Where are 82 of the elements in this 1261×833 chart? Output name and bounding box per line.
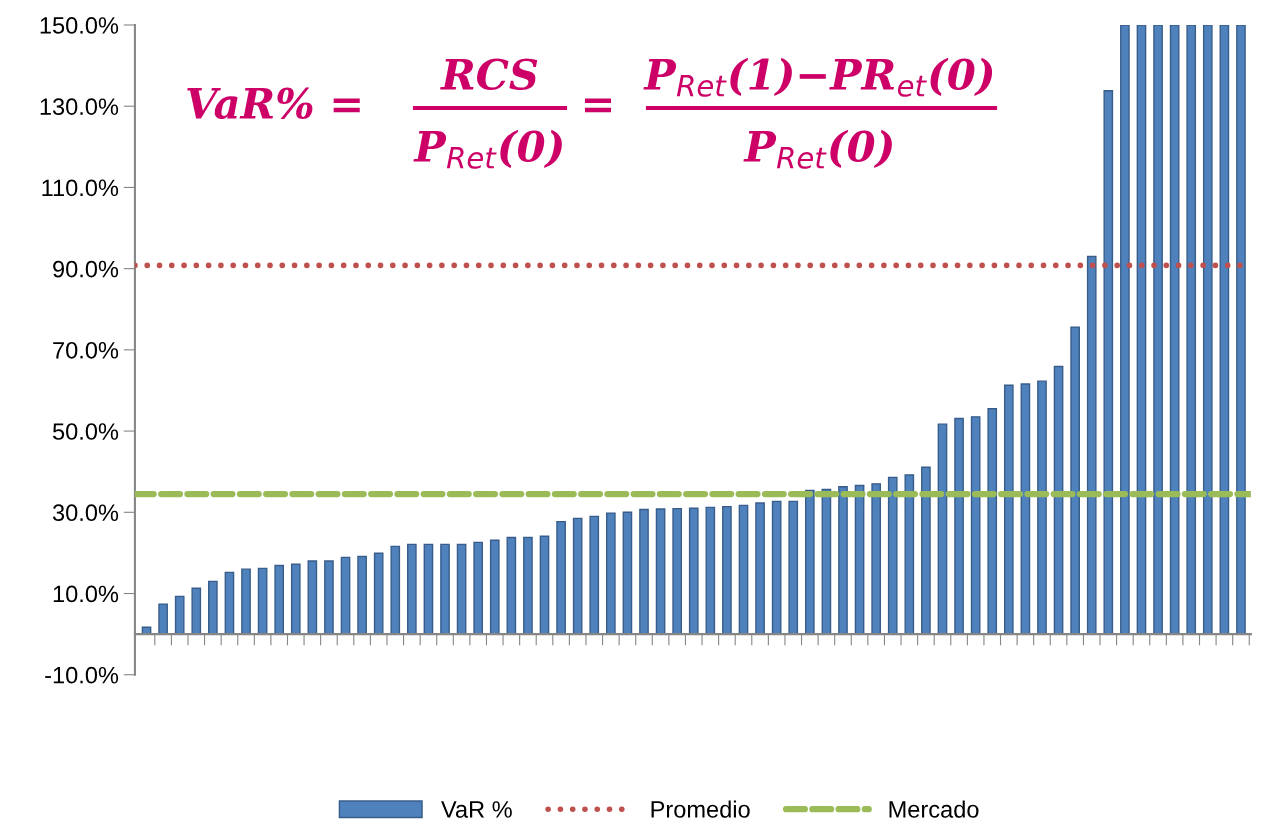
bar <box>1053 365 1064 635</box>
y-tick-label: 130.0% <box>40 98 119 115</box>
bar <box>373 552 384 635</box>
bar <box>489 539 500 635</box>
y-tick-label: 70.0% <box>53 341 119 359</box>
bar <box>257 567 268 635</box>
bar <box>307 560 318 635</box>
bar <box>970 416 981 635</box>
bar <box>523 536 533 635</box>
bar <box>473 541 484 635</box>
y-tick-label: 10.0% <box>53 585 119 603</box>
bar <box>407 543 417 635</box>
bar <box>423 543 434 635</box>
y-tick-label: 90.0% <box>53 260 119 278</box>
y-tick-label: 30.0% <box>52 504 119 522</box>
bar <box>440 543 450 635</box>
bar <box>539 535 550 635</box>
y-tick-label: -10.0% <box>45 666 119 684</box>
bar <box>340 556 351 635</box>
annotation: P$_{Ret}$(1)−PR$_{et}$(0) <box>643 57 993 97</box>
bar <box>1003 384 1014 635</box>
bar <box>1037 380 1047 635</box>
bar <box>771 500 782 635</box>
bar <box>506 536 517 635</box>
bar <box>158 603 168 635</box>
bar <box>605 512 616 635</box>
bar <box>1086 255 1097 635</box>
bar <box>290 563 301 635</box>
bar <box>1219 24 1230 635</box>
bar <box>954 417 964 635</box>
bar <box>1186 24 1197 635</box>
annotation: P$_{Ret}$(0) <box>413 129 562 169</box>
bar <box>1070 326 1080 635</box>
annotation: = <box>584 98 612 113</box>
bar <box>987 408 998 635</box>
bar <box>804 489 815 635</box>
bar <box>871 483 881 635</box>
legend-label: Promedio <box>651 800 750 818</box>
bar <box>688 507 699 635</box>
bar <box>224 571 235 635</box>
legend-label: VaR % <box>441 801 512 818</box>
y-tick-label: 50.0% <box>52 423 119 440</box>
bar <box>1236 24 1246 635</box>
bar <box>208 580 218 635</box>
bar <box>904 474 915 635</box>
bar <box>556 520 566 635</box>
y-tick-label: 110.0% <box>42 179 119 197</box>
bar <box>921 466 931 635</box>
bar <box>1153 24 1163 635</box>
annotation: RCS <box>440 58 538 91</box>
bar <box>705 506 716 635</box>
bar <box>639 508 649 635</box>
bar <box>1136 24 1147 635</box>
bar <box>672 507 683 635</box>
bar <box>838 486 848 635</box>
bar <box>241 568 251 635</box>
bar <box>788 500 799 635</box>
bar <box>1120 24 1130 635</box>
bar <box>937 423 948 635</box>
bar <box>1020 383 1031 635</box>
bar <box>1103 90 1114 635</box>
bar <box>191 587 202 635</box>
bar <box>655 508 666 635</box>
bar <box>887 476 898 635</box>
legend-label: Mercado <box>889 800 979 818</box>
bar <box>390 545 401 635</box>
bar <box>738 504 749 635</box>
bar <box>174 595 185 635</box>
bar <box>755 502 765 635</box>
y-tick-label: 150.0% <box>40 17 119 34</box>
bar <box>722 505 732 635</box>
bar <box>324 560 334 635</box>
bar <box>589 515 600 635</box>
bar <box>456 543 467 635</box>
annotation: P$_{Ret}$(0) <box>743 129 892 169</box>
bar <box>357 555 367 635</box>
bar <box>1202 24 1213 635</box>
bar <box>572 517 583 635</box>
bar <box>274 564 285 635</box>
annotation: VaR% = <box>187 87 360 120</box>
bar <box>1169 24 1180 635</box>
bar <box>622 511 633 635</box>
